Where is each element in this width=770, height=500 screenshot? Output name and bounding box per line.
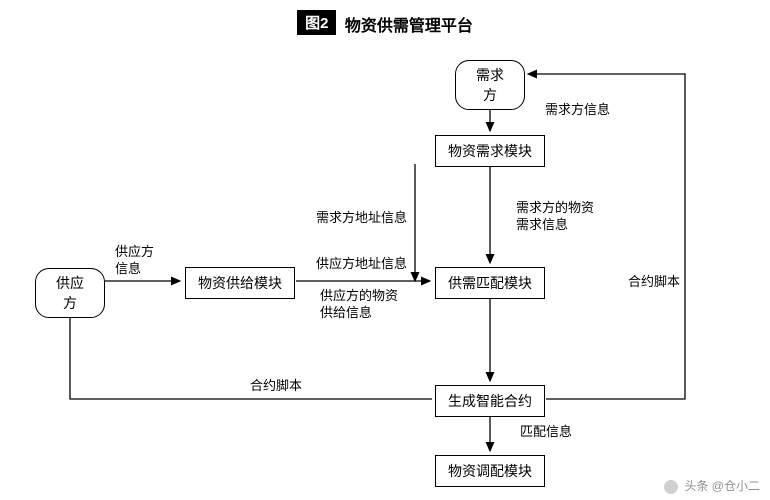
label-demand-info: 需求方信息 [545,102,610,119]
node-demand-module: 物资需求模块 [435,135,545,167]
label-supply-goods: 供应方的物资 供给信息 [320,288,398,322]
label-demand-addr: 需求方地址信息 [316,210,407,227]
node-contract-gen: 生成智能合约 [435,385,545,417]
node-match-module: 供需匹配模块 [435,267,545,299]
watermark-text: 头条 @仓小二 [684,479,760,493]
title-tag: 图2 [297,10,336,35]
title-text: 物资供需管理平台 [345,12,473,36]
node-dispatch-module: 物资调配模块 [435,455,545,487]
label-demand-goods: 需求方的物资 需求信息 [516,200,594,234]
label-contract-script-right: 合约脚本 [628,274,680,291]
node-demand-side: 需求方 [455,60,525,110]
node-supply-module: 物资供给模块 [185,267,295,299]
label-supplier-info: 供应方 信息 [115,244,154,278]
node-supplier: 供应方 [35,268,105,318]
label-contract-script-bottom: 合约脚本 [250,378,302,395]
watermark-icon [664,480,678,494]
watermark: 头条 @仓小二 [664,477,760,494]
label-match-info: 匹配信息 [520,424,572,441]
figure-title: 图2 物资供需管理平台 [0,10,770,36]
label-supply-addr: 供应方地址信息 [316,256,407,273]
